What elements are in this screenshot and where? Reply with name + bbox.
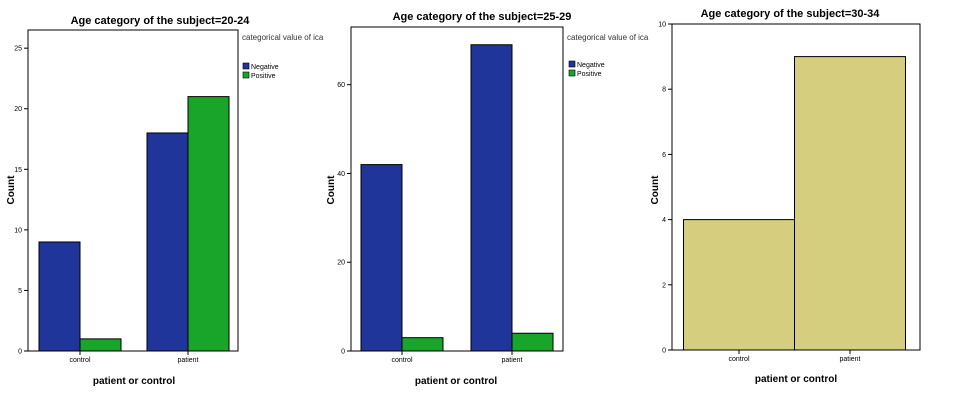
plot-frame xyxy=(350,26,564,352)
x-tick-label: control xyxy=(728,356,749,363)
panel-1-legend-label-positive: Positive xyxy=(251,73,276,80)
bar-control-positive xyxy=(79,338,122,352)
bar-patient xyxy=(794,56,906,351)
y-tick-label: 25 xyxy=(14,46,22,53)
panel-2-legend: categorical value of ica Negative Positi… xyxy=(567,33,649,78)
bar-patient-negative xyxy=(146,132,189,352)
panel-1: Age category of the subject=20-24 Count … xyxy=(6,15,324,387)
panel-2-legend-label-negative: Negative xyxy=(577,62,605,69)
panel-3: Age category of the subject=30-34 Count … xyxy=(650,8,921,385)
panel-1-legend-title: categorical value of ica xyxy=(242,33,324,42)
panel-1-legend-label-negative: Negative xyxy=(251,64,279,71)
x-tick-label: patient xyxy=(501,357,522,364)
panel-3-title: Age category of the subject=30-34 xyxy=(701,8,881,20)
panel-2: Age category of the subject=25-29 Count … xyxy=(326,11,649,387)
plot-frame xyxy=(27,29,239,352)
bar-patient-positive xyxy=(187,96,230,352)
y-tick-label: 0 xyxy=(341,349,345,356)
panel-1-plot: 0 5 10 15 20 25 control patient xyxy=(14,29,239,364)
panel-2-legend-swatch-positive xyxy=(568,69,576,77)
panel-2-legend-label-positive: Positive xyxy=(577,71,602,78)
panel-1-title: Age category of the subject=20-24 xyxy=(71,15,251,27)
panel-1-legend: categorical value of ica Negative Positi… xyxy=(242,33,324,80)
y-tick-label: 20 xyxy=(337,260,345,267)
panel-3-plot: 0 2 4 6 8 10 control patient xyxy=(658,22,921,363)
panel-3-xlabel: patient or control xyxy=(755,374,837,385)
x-tick-label: control xyxy=(391,357,412,364)
panel-2-plot: 0 20 40 60 control patient xyxy=(337,26,564,364)
panel-2-legend-swatch-negative xyxy=(568,60,576,68)
y-tick-label: 40 xyxy=(337,171,345,178)
bar-control xyxy=(683,219,795,351)
panel-1-legend-swatch-negative xyxy=(242,62,250,70)
panel-2-legend-title: categorical value of ica xyxy=(567,33,649,42)
panel-1-ylabel: Count xyxy=(6,175,17,205)
y-tick-label: 20 xyxy=(14,106,22,113)
y-tick-label: 0 xyxy=(18,349,22,356)
y-tick-label: 2 xyxy=(662,282,666,289)
panel-2-ylabel: Count xyxy=(326,175,337,205)
bar-control-negative xyxy=(38,241,81,352)
y-tick-label: 10 xyxy=(14,227,22,234)
y-tick-label: 10 xyxy=(658,22,666,29)
y-tick-label: 0 xyxy=(662,348,666,355)
panel-2-title: Age category of the subject=25-29 xyxy=(393,11,572,23)
y-tick-label: 15 xyxy=(14,167,22,174)
bar-patient-negative xyxy=(470,44,513,352)
panel-2-xlabel: patient or control xyxy=(415,376,497,387)
bar-control-negative xyxy=(360,164,403,352)
y-tick-label: 8 xyxy=(662,87,666,94)
bar-patient-positive xyxy=(511,332,554,352)
x-tick-label: patient xyxy=(177,357,198,364)
bar-control-positive xyxy=(401,337,444,352)
y-tick-label: 5 xyxy=(18,288,22,295)
x-tick-label: patient xyxy=(839,356,860,363)
panel-1-legend-swatch-positive xyxy=(242,71,250,79)
panel-3-ylabel: Count xyxy=(650,175,661,205)
y-tick-label: 6 xyxy=(662,152,666,159)
panel-1-xlabel: patient or control xyxy=(93,376,175,387)
y-tick-label: 4 xyxy=(662,217,666,224)
x-tick-label: control xyxy=(69,357,90,364)
y-tick-label: 60 xyxy=(337,82,345,89)
